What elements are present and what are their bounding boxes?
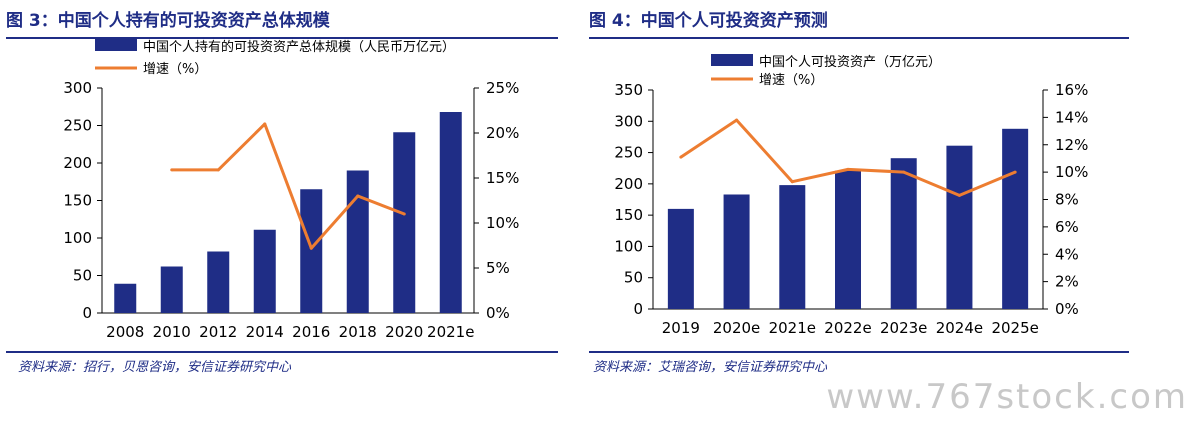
y-tick-label: 250 xyxy=(614,144,643,162)
y2-tick-label: 0% xyxy=(486,304,510,322)
y-tick-label: 250 xyxy=(63,117,92,135)
growth-point xyxy=(309,246,313,250)
y-tick-label: 50 xyxy=(73,267,92,285)
bar xyxy=(160,266,183,313)
x-tick-label: 2019 xyxy=(662,319,700,337)
y2-tick-label: 25% xyxy=(486,79,519,97)
source-note: 资料来源：艾瑞咨询，安信证券研究中心 xyxy=(593,360,828,375)
y-tick-label: 150 xyxy=(63,192,92,210)
legend-label: 中国个人持有的可投资资产总体规模（人民币万亿元） xyxy=(143,39,455,55)
figure-3: 图 3：中国个人持有的可投资资产总体规模 0 50 100 150 200 250 300 0… xyxy=(0,0,560,421)
y-tick-label: 350 xyxy=(614,81,643,99)
y-tick-label: 300 xyxy=(614,112,643,130)
legend-label: 增速（%） xyxy=(759,73,823,88)
y-tick-label: 100 xyxy=(63,229,92,247)
y-tick-label: 200 xyxy=(63,154,92,172)
y2-tick-label: 15% xyxy=(486,169,519,187)
source-rule xyxy=(6,351,558,353)
growth-point xyxy=(170,168,174,172)
source-note: 资料来源：招行，贝恩咨询，安信证券研究中心 xyxy=(18,360,292,375)
x-tick-label: 2025e xyxy=(991,319,1038,337)
bar xyxy=(439,112,462,313)
y-tick-label: 150 xyxy=(614,206,643,224)
legend-swatch-bar xyxy=(711,54,753,66)
y2-tick-label: 2% xyxy=(1055,273,1079,291)
x-tick-label: 2008 xyxy=(106,323,144,341)
y2-tick-label: 14% xyxy=(1055,108,1088,126)
legend-label: 增速（%） xyxy=(143,62,207,77)
legend-label: 中国个人可投资资产（万亿元） xyxy=(759,54,941,70)
y2-tick-label: 10% xyxy=(1055,163,1088,181)
growth-point xyxy=(735,118,739,122)
y2-tick-label: 20% xyxy=(486,124,519,142)
y2-tick-label: 10% xyxy=(486,214,519,232)
y2-tick-label: 5% xyxy=(486,259,510,277)
y2-tick-label: 8% xyxy=(1055,191,1079,209)
y2-tick-label: 16% xyxy=(1055,81,1088,99)
y-tick-label: 100 xyxy=(614,237,643,255)
legend-swatch-bar xyxy=(95,39,137,51)
growth-point xyxy=(902,170,906,174)
y-tick-label: 0 xyxy=(82,304,92,322)
figure-title: 图 4：中国个人可投资资产预测 xyxy=(589,11,828,31)
y2-tick-label: 4% xyxy=(1055,245,1079,263)
growth-point xyxy=(216,168,220,172)
bar xyxy=(1002,128,1029,309)
y-tick-label: 200 xyxy=(614,175,643,193)
x-tick-label: 2020e xyxy=(713,319,760,337)
growth-point xyxy=(402,212,406,216)
chart-investable-assets: 0 50 100 150 200 250 300 0% 5% 10% 15% 20% 25% 2008 20… xyxy=(63,39,519,341)
bar xyxy=(300,189,323,313)
chart-investable-assets-forecast: 0 50 100 150 200 250 300 350 0% 2% 4% 6% 8% 10% 12% 14%… xyxy=(614,54,1088,337)
x-tick-label: 2016 xyxy=(292,323,330,341)
bar xyxy=(114,283,137,313)
source-rule xyxy=(589,351,1129,353)
watermark: www.767stock.com xyxy=(826,377,1188,417)
x-tick-label: 2023e xyxy=(880,319,927,337)
bar xyxy=(723,194,750,309)
bar xyxy=(346,170,369,313)
x-tick-label: 2010 xyxy=(153,323,191,341)
y2-tick-label: 6% xyxy=(1055,218,1079,236)
growth-point xyxy=(679,155,683,159)
bar xyxy=(946,145,973,309)
y2-tick-label: 12% xyxy=(1055,136,1088,154)
x-tick-label: 2018 xyxy=(339,323,377,341)
y2-tick-label: 0% xyxy=(1055,300,1079,318)
bar xyxy=(667,208,694,309)
growth-point xyxy=(846,167,850,171)
figure-title: 图 3：中国个人持有的可投资资产总体规模 xyxy=(6,11,330,31)
x-tick-label: 2012 xyxy=(199,323,237,341)
title-rule xyxy=(6,37,558,39)
growth-point xyxy=(957,193,961,197)
x-tick-label: 2021e xyxy=(769,319,816,337)
bar xyxy=(393,132,416,313)
title-rule xyxy=(589,37,1129,39)
x-tick-label: 2014 xyxy=(246,323,284,341)
growth-point xyxy=(356,194,360,198)
x-tick-label: 2024e xyxy=(936,319,983,337)
figure-4: 图 4：中国个人可投资资产预测 0 50 100 150 200 250 300 350 0% 2… xyxy=(583,0,1143,421)
x-tick-label: 2021e xyxy=(427,323,474,341)
growth-line xyxy=(171,122,405,250)
x-tick-label: 2022e xyxy=(824,319,871,337)
bar xyxy=(835,170,861,309)
growth-point xyxy=(1013,170,1017,174)
y-tick-label: 300 xyxy=(63,79,92,97)
bar xyxy=(253,229,276,313)
y-tick-label: 50 xyxy=(624,269,643,287)
y-tick-label: 0 xyxy=(633,300,643,318)
bar xyxy=(890,158,917,309)
growth-point xyxy=(263,122,267,126)
growth-point xyxy=(790,180,794,184)
x-tick-label: 2020 xyxy=(385,323,423,341)
bar xyxy=(207,251,230,313)
bar xyxy=(779,185,806,309)
